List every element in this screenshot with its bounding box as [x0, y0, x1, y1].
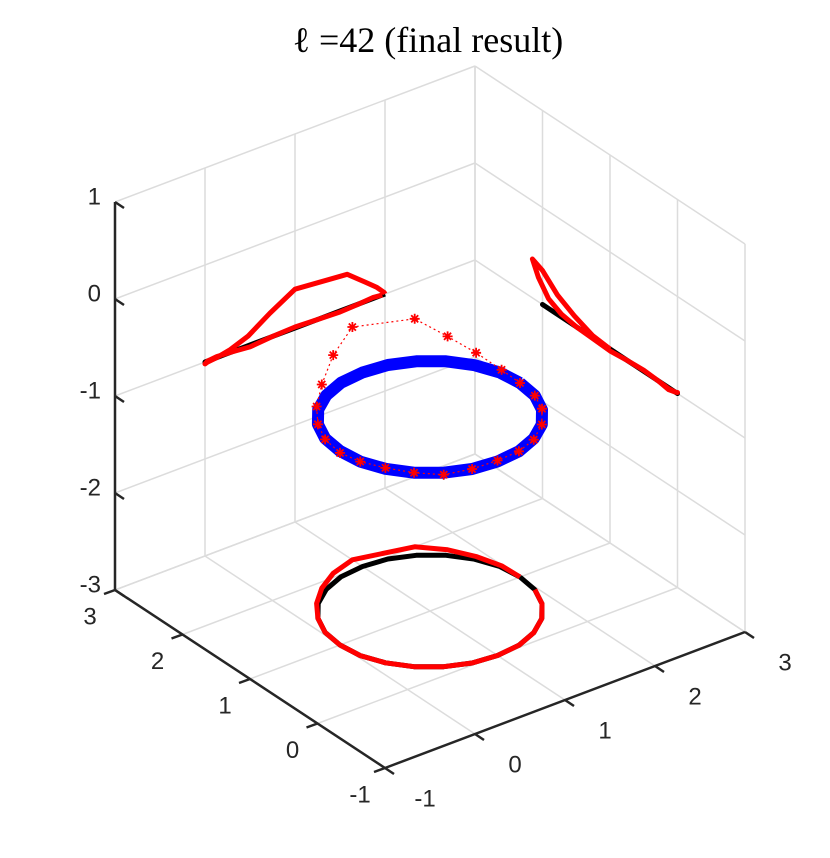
z-tick-label: 1 — [88, 183, 101, 210]
star-marker — [311, 401, 322, 412]
y-tick-label: 0 — [286, 737, 299, 764]
wall-projection — [202, 271, 388, 367]
grid-line — [474, 453, 746, 633]
grid-line — [114, 65, 476, 203]
x-tick — [564, 698, 575, 708]
curve-3d — [315, 318, 543, 476]
star-marker — [471, 347, 482, 358]
chart-title: ℓ =42 (final result) — [293, 20, 563, 60]
grid-line — [249, 542, 611, 680]
y-tick — [103, 588, 116, 596]
star-marker — [328, 350, 339, 361]
star-marker — [536, 419, 547, 430]
star-marker — [380, 462, 391, 473]
z-tick — [114, 491, 125, 501]
floor-projection — [314, 544, 545, 670]
x-tick-label: 2 — [688, 683, 701, 710]
wall-projection — [529, 256, 680, 395]
z-tick — [114, 588, 125, 598]
x-tick-label: 3 — [778, 649, 791, 676]
star-marker — [467, 464, 478, 474]
star-marker — [438, 469, 449, 480]
x-tick-label: 0 — [508, 751, 521, 778]
x-tick — [384, 766, 395, 776]
x-tick-label: -1 — [414, 785, 435, 812]
star-marker — [409, 313, 420, 324]
y-tick — [238, 677, 251, 685]
star-marker — [537, 403, 547, 414]
star-marker — [320, 434, 331, 445]
y-tick-label: -1 — [349, 781, 370, 808]
z-tick — [114, 297, 125, 307]
z-tick — [114, 200, 125, 210]
grid-line — [114, 162, 476, 300]
star-marker — [442, 331, 453, 342]
y-tick-label: 1 — [218, 692, 231, 719]
x-tick-label: 1 — [598, 717, 611, 744]
star-marker — [355, 456, 366, 467]
z-tick — [114, 394, 125, 404]
x-tick — [744, 630, 755, 640]
grid-line — [474, 162, 746, 342]
star-marker — [409, 467, 419, 478]
z-tick-label: -1 — [80, 377, 101, 404]
z-tick-label: -2 — [80, 474, 101, 501]
star-marker — [528, 434, 539, 445]
star-marker — [496, 364, 507, 375]
star-marker — [513, 446, 524, 457]
grid-line — [474, 65, 746, 245]
z-tick-label: 0 — [88, 280, 101, 307]
star-marker — [335, 447, 345, 458]
star-marker — [312, 419, 323, 430]
star-marker — [347, 322, 358, 332]
x-tick — [474, 732, 485, 742]
star-marker — [529, 390, 540, 401]
y-tick — [306, 722, 318, 729]
grid-line — [114, 356, 476, 494]
star-marker — [316, 379, 327, 390]
y-tick — [171, 633, 183, 640]
star-marker — [515, 378, 525, 388]
x-tick — [654, 664, 665, 674]
y-tick — [373, 766, 386, 774]
star-marker — [492, 455, 503, 466]
z-tick-label: -3 — [80, 571, 101, 598]
y-tick-label: 2 — [151, 648, 164, 675]
y-tick-label: 3 — [83, 603, 96, 630]
